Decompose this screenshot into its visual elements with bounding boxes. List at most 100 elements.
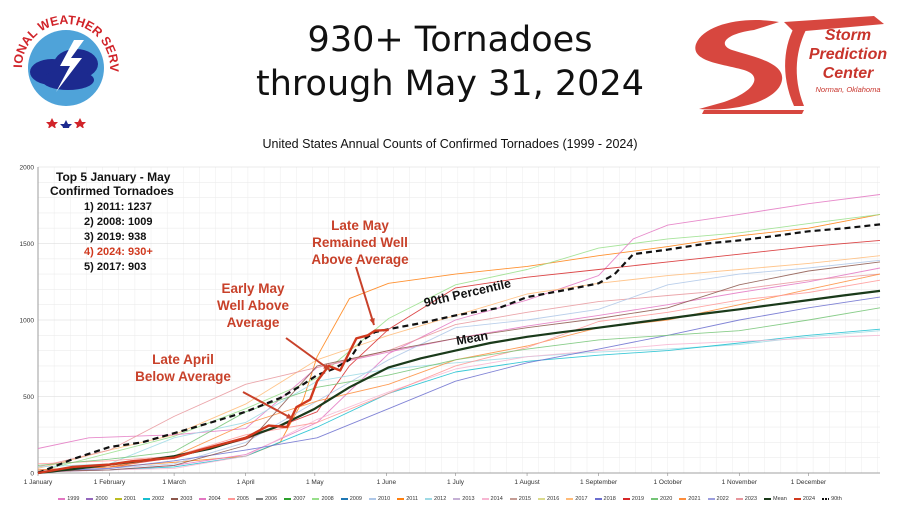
legend-swatch xyxy=(368,498,376,500)
annotation-late-april-line: Late April xyxy=(152,352,214,367)
legend-label: 2007 xyxy=(293,496,306,502)
legend-swatch xyxy=(255,498,263,500)
legend-label: 2024 xyxy=(802,496,816,502)
series-line-2011 xyxy=(37,213,881,471)
legend-swatch xyxy=(114,498,122,500)
x-tick-label: 1 October xyxy=(653,479,682,486)
legend-label: 2011 xyxy=(406,496,419,502)
legend-item: 2012 xyxy=(425,496,446,502)
x-tick-label: 1 March xyxy=(162,479,186,486)
mean-label: Mean xyxy=(455,329,489,348)
arrow-late-may-head xyxy=(369,318,375,325)
arrow-early-may xyxy=(285,337,331,371)
legend-item: 2014 xyxy=(481,496,503,502)
legend-label: 2020 xyxy=(660,496,673,502)
chart-axes: 0 500 1000 1500 2000 1 January 1 February 1 Mar… xyxy=(20,165,880,486)
legend-label: 2023 xyxy=(744,496,758,502)
series-line-2002 xyxy=(37,328,881,472)
annotation-late-may-line: Late May xyxy=(331,218,389,233)
legend-swatch xyxy=(822,498,830,500)
x-tick-label: 1 June xyxy=(377,479,397,486)
legend-swatch xyxy=(566,498,574,500)
annotation-late-may-line: Above Average xyxy=(311,252,409,267)
x-tick-label: 1 July xyxy=(447,479,465,486)
legend-swatch xyxy=(227,498,235,500)
legend-item: 90th xyxy=(822,496,842,502)
legend-item: 2023 xyxy=(735,496,758,502)
legend-item: 2006 xyxy=(255,496,278,502)
legend-label: 2001 xyxy=(123,496,136,502)
legend-label: 2014 xyxy=(490,496,503,502)
series-line-2008 xyxy=(37,213,881,472)
legend-item: 2018 xyxy=(594,496,616,502)
spc-line2: Prediction xyxy=(808,46,888,63)
legend-swatch xyxy=(199,498,207,500)
x-tick-label: 1 September xyxy=(580,479,618,486)
x-tick-label: 1 May xyxy=(306,479,324,486)
x-tick-label: 1 August xyxy=(514,479,539,486)
legend-item: 2021 xyxy=(679,496,701,502)
arrow-late-april-head xyxy=(286,413,293,419)
legend-label: 2000 xyxy=(95,496,108,502)
legend-swatch xyxy=(651,498,659,500)
top5-item: 1) 2011: 1237 xyxy=(84,201,152,213)
legend-label: 2006 xyxy=(264,496,278,502)
legend-swatch xyxy=(284,498,292,500)
legend-swatch xyxy=(86,498,94,500)
legend-swatch xyxy=(481,498,489,500)
legend-item: 2010 xyxy=(368,496,391,502)
y-tick-label: 0 xyxy=(30,471,34,478)
legend-label: 2005 xyxy=(236,496,249,502)
annotation-late-april-line: Below Average xyxy=(135,369,231,384)
legend-swatch xyxy=(142,498,150,500)
x-tick-label: 1 January xyxy=(24,479,53,486)
series-line-2024 xyxy=(37,328,389,475)
slide-title: 930+ Tornadoes through May 31, 2024 xyxy=(180,18,720,106)
legend-label: 1999 xyxy=(67,496,80,502)
chart-title: United States Annual Counts of Confirmed… xyxy=(262,137,638,151)
top5-title-line2: Confirmed Tornadoes xyxy=(50,184,174,198)
annotation-late-may-line: Remained Well xyxy=(312,235,408,250)
chart-series xyxy=(37,194,881,475)
chart-grid xyxy=(37,166,880,474)
legend-label: 2010 xyxy=(377,496,391,502)
x-tick-label: 1 December xyxy=(791,479,827,486)
legend-swatch xyxy=(764,498,772,500)
legend-label: 2019 xyxy=(631,496,645,502)
legend-swatch xyxy=(312,498,320,500)
top5-item: 4) 2024: 930+ xyxy=(84,246,153,258)
legend-label: 2017 xyxy=(575,496,588,502)
legend-label: 2015 xyxy=(518,496,532,502)
top5-title-line1: Top 5 January - May xyxy=(56,170,171,184)
chart-legend: 1999 2000 2001 2002 2003 2004 2005 2006 2007 2008… xyxy=(30,496,870,502)
legend-swatch xyxy=(453,498,461,500)
legend-item: 2002 xyxy=(142,496,165,502)
spc-location: Norman, Oklahoma xyxy=(815,85,881,94)
spc-line1: Storm xyxy=(824,27,872,44)
legend-swatch xyxy=(793,498,801,500)
annotation-early-may-line: Well Above xyxy=(217,298,290,313)
nws-logo: NATIONAL WEATHER SERVICE xyxy=(3,0,124,131)
spc-logo-text: Storm Prediction Center xyxy=(804,26,892,83)
legend-swatch xyxy=(538,498,546,500)
legend-item: 2011 xyxy=(397,496,418,502)
x-tick-label: 1 April xyxy=(237,479,256,486)
legend-item: 2013 xyxy=(453,496,475,502)
y-tick-label: 1000 xyxy=(20,318,35,325)
x-tick-label: 1 February xyxy=(94,479,126,486)
spc-line3: Center xyxy=(822,65,874,82)
annotation-early-may-line: Early May xyxy=(221,281,285,296)
series-line-2010 xyxy=(37,259,881,471)
legend-label: 2009 xyxy=(349,496,362,502)
legend-label: 2004 xyxy=(208,496,221,502)
legend-label: 2022 xyxy=(716,496,729,502)
legend-label: 2013 xyxy=(462,496,475,502)
legend-label: 2021 xyxy=(688,496,701,502)
legend-label: 2002 xyxy=(151,496,165,502)
legend-item: Mean xyxy=(764,496,787,502)
series-line-2012 xyxy=(37,330,881,468)
slide-title-line2: through May 31, 2024 xyxy=(256,64,644,104)
legend-label: 90th xyxy=(831,496,842,502)
series-line-Mean xyxy=(37,289,881,475)
legend-item: 2000 xyxy=(86,496,108,502)
